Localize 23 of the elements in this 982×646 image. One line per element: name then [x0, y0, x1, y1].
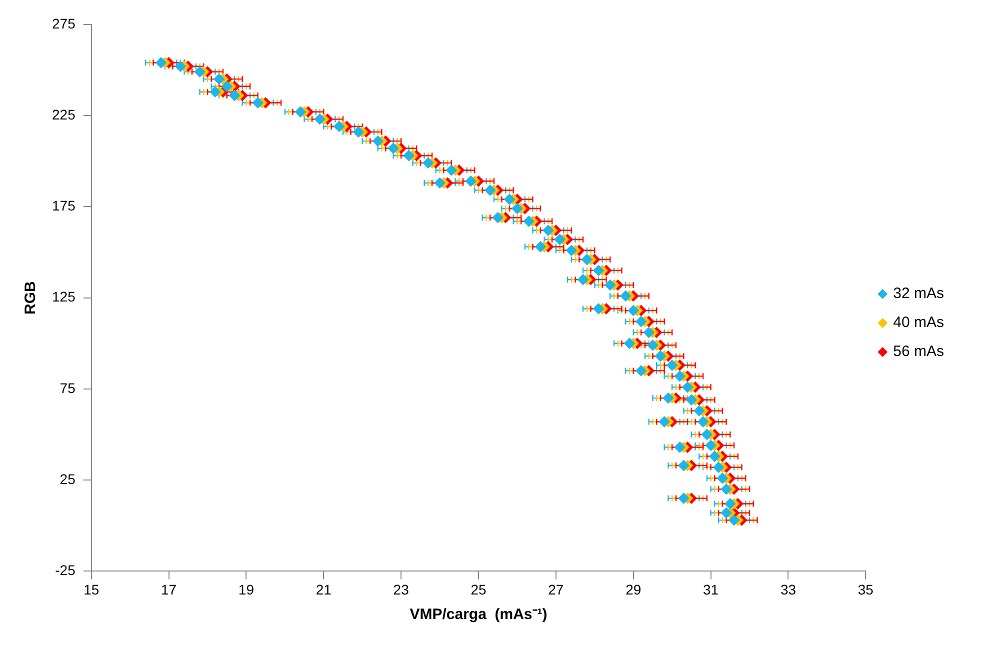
y-tick-label: 25 — [60, 470, 76, 487]
x-axis-title: VMP/carga (mAs⁻¹) — [410, 606, 548, 624]
x-tick-label: 21 — [316, 581, 332, 598]
legend-label: 56 mAs — [893, 343, 944, 360]
y-tick-label: 225 — [52, 106, 76, 122]
legend-label: 40 mAs — [893, 314, 944, 332]
x-tick-label: 33 — [780, 581, 796, 598]
x-tick-label: 25 — [470, 581, 486, 598]
x-tick-label: 27 — [548, 581, 564, 598]
x-tick-label: 15 — [84, 581, 100, 598]
y-tick-label: 275 — [52, 15, 76, 32]
y-tick-label: 75 — [60, 380, 76, 396]
x-tick-label: 23 — [393, 581, 410, 598]
y-axis-title: RGB — [22, 280, 40, 314]
x-tick-label: 17 — [161, 581, 177, 598]
y-tick-label: 175 — [52, 198, 76, 214]
x-tick-label: 35 — [858, 581, 874, 598]
x-tick-label: 19 — [238, 581, 254, 598]
y-tick-label: 125 — [52, 288, 76, 305]
x-tick-label: 29 — [626, 581, 642, 598]
y-tick-label: -25 — [55, 562, 76, 578]
x-tick-label: 31 — [703, 581, 719, 598]
legend-label: 32 mAs — [893, 285, 944, 302]
